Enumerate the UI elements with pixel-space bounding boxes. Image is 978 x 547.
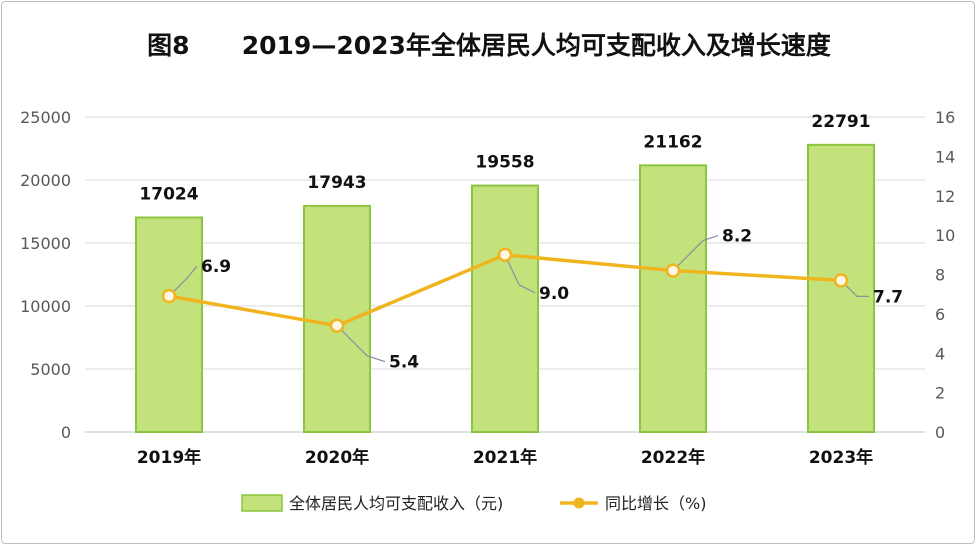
legend-line-label: 同比增长（%) — [605, 494, 706, 513]
growth-point — [833, 273, 849, 288]
y-left-tick-label: 5000 — [30, 360, 71, 379]
growth-point — [161, 288, 177, 304]
x-tick-label: 2020年 — [305, 447, 369, 468]
y-left-tick-label: 25000 — [20, 108, 71, 127]
bar — [807, 143, 875, 433]
growth-value-label: 5.4 — [389, 353, 419, 373]
y-right-tick-label: 6 — [935, 305, 945, 324]
growth-point — [329, 318, 345, 333]
y-left-tick-label: 0 — [61, 423, 71, 442]
bar — [135, 216, 203, 433]
bar-value-label: 19558 — [475, 153, 534, 173]
y-right-tick-label: 8 — [935, 266, 945, 285]
bar-value-label: 17024 — [139, 184, 198, 204]
label-leader-line — [168, 265, 198, 297]
chart-title-text: 2019—2023年全体居民人均可支配收入及增长速度 — [241, 31, 831, 60]
growth-value-label: 8.2 — [722, 227, 752, 247]
y-right-tick-label: 16 — [935, 108, 955, 127]
bar-value-label: 22791 — [811, 112, 870, 132]
label-leader-line — [840, 279, 869, 298]
y-left-tick-label: 10000 — [20, 297, 71, 316]
x-tick-label: 2022年 — [641, 447, 705, 468]
x-tick-label: 2019年 — [137, 447, 201, 468]
y-right-tick-label: 14 — [935, 147, 955, 166]
y-left-tick-label: 20000 — [20, 171, 71, 190]
chart-title: 图8 2019—2023年全体居民人均可支配收入及增长速度 — [0, 26, 978, 62]
figure-number: 图8 — [147, 31, 190, 60]
bar — [471, 184, 539, 433]
label-leader-line — [672, 234, 719, 271]
legend-bar-label: 全体居民人均可支配收入（元) — [289, 494, 503, 513]
legend-line-marker — [573, 497, 585, 509]
label-leader-line — [504, 254, 536, 294]
growth-value-label: 6.9 — [201, 257, 231, 277]
growth-point — [497, 247, 513, 263]
legend-bar-swatch — [241, 494, 283, 512]
label-leader-line — [336, 325, 386, 363]
bar-value-label: 17943 — [307, 173, 366, 193]
bar — [639, 164, 707, 433]
x-tick-label: 2023年 — [809, 447, 873, 468]
y-left-tick-label: 15000 — [20, 234, 71, 253]
growth-value-label: 7.7 — [873, 287, 903, 307]
y-right-tick-label: 10 — [935, 226, 955, 245]
x-tick-label: 2021年 — [473, 447, 537, 468]
growth-value-label: 9.0 — [539, 284, 569, 304]
y-right-tick-label: 0 — [935, 423, 945, 442]
bar-value-label: 21162 — [643, 132, 702, 152]
y-right-tick-label: 4 — [935, 344, 945, 363]
y-right-tick-label: 12 — [935, 187, 955, 206]
y-right-tick-label: 2 — [935, 384, 945, 403]
growth-point — [665, 263, 681, 278]
